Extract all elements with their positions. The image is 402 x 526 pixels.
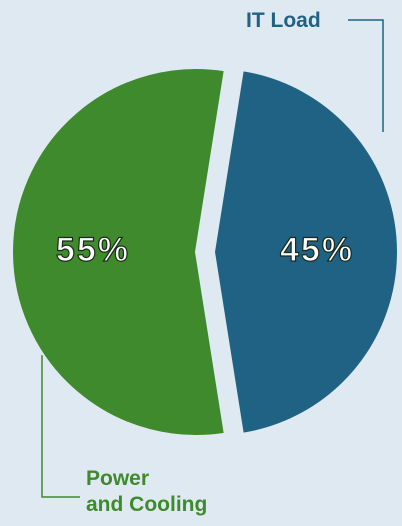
pie-slice	[212, 69, 399, 435]
value-label: 45%	[280, 231, 354, 269]
leader-line	[348, 19, 384, 132]
leader-line	[41, 355, 80, 498]
value-label: 55%	[56, 231, 130, 269]
legend-label: Power and Cooling	[86, 467, 208, 516]
pie-slice	[11, 67, 226, 437]
legend-label: IT Load	[246, 9, 321, 32]
